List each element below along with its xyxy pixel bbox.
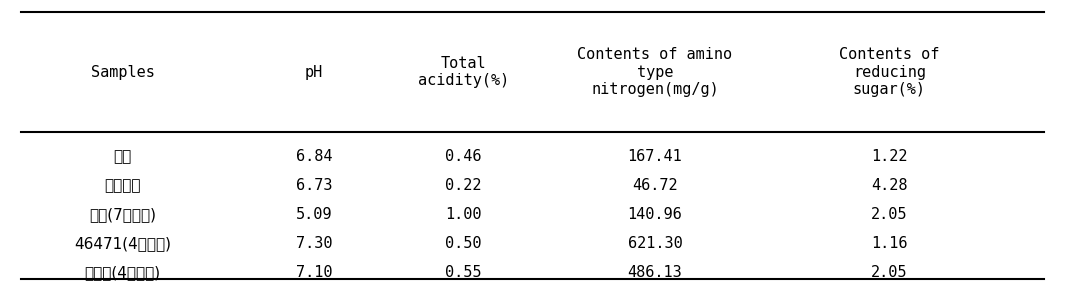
Text: 621.30: 621.30 bbox=[627, 236, 683, 251]
Text: Samples: Samples bbox=[91, 65, 154, 79]
Text: 4.28: 4.28 bbox=[871, 178, 907, 193]
Text: 6.73: 6.73 bbox=[296, 178, 332, 193]
Text: 0.50: 0.50 bbox=[445, 236, 481, 251]
Text: 140.96: 140.96 bbox=[627, 207, 683, 222]
Text: 0.55: 0.55 bbox=[445, 265, 481, 280]
Text: 6.84: 6.84 bbox=[296, 149, 332, 164]
Text: 7.10: 7.10 bbox=[296, 265, 332, 280]
Text: 5.09: 5.09 bbox=[296, 207, 332, 222]
Text: 486.13: 486.13 bbox=[627, 265, 683, 280]
Text: 1.00: 1.00 bbox=[445, 207, 481, 222]
Text: 메주(7일발효): 메주(7일발효) bbox=[89, 207, 155, 222]
Text: 46.72: 46.72 bbox=[633, 178, 677, 193]
Text: 46471(4주발효): 46471(4주발효) bbox=[73, 236, 171, 251]
Text: 0.46: 0.46 bbox=[445, 149, 481, 164]
Text: Contents of amino
type
nitrogen(mg/g): Contents of amino type nitrogen(mg/g) bbox=[577, 47, 733, 97]
Text: 증자대두: 증자대두 bbox=[104, 178, 141, 193]
Text: pH: pH bbox=[305, 65, 324, 79]
Text: 7.30: 7.30 bbox=[296, 236, 332, 251]
Text: 2.05: 2.05 bbox=[871, 265, 907, 280]
Text: 1.22: 1.22 bbox=[871, 149, 907, 164]
Text: 대두: 대두 bbox=[113, 149, 132, 164]
Text: Total
acidity(%): Total acidity(%) bbox=[417, 56, 509, 88]
Text: 남안동(4주발효): 남안동(4주발효) bbox=[84, 265, 161, 280]
Text: Contents of
reducing
sugar(%): Contents of reducing sugar(%) bbox=[839, 47, 939, 97]
Text: 0.22: 0.22 bbox=[445, 178, 481, 193]
Text: 1.16: 1.16 bbox=[871, 236, 907, 251]
Text: 167.41: 167.41 bbox=[627, 149, 683, 164]
Text: 2.05: 2.05 bbox=[871, 207, 907, 222]
